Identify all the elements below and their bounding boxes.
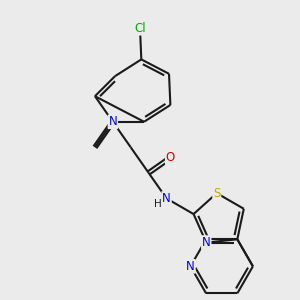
Text: N: N <box>186 260 195 273</box>
Text: N: N <box>109 115 117 128</box>
Text: Cl: Cl <box>134 22 146 35</box>
Text: N: N <box>162 192 171 205</box>
Text: H: H <box>154 199 161 209</box>
Text: S: S <box>213 187 220 200</box>
Text: N: N <box>202 236 211 249</box>
Text: O: O <box>166 151 175 164</box>
